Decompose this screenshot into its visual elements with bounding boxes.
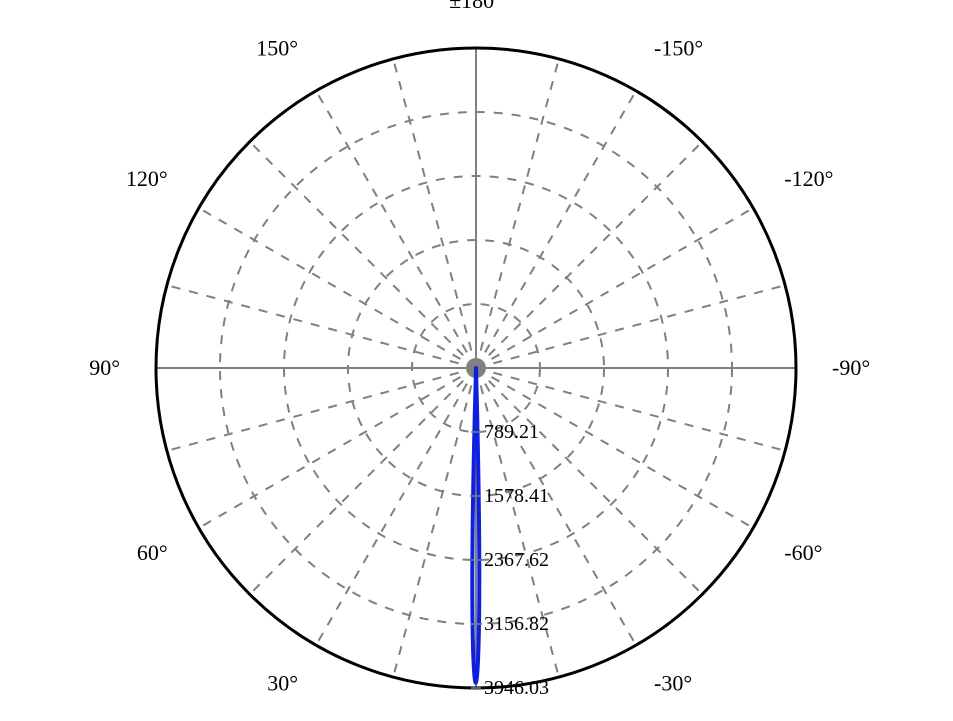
radial-tick-label: 1578.41	[484, 485, 549, 507]
polar-chart: 789.211578.412367.623156.823946.030°30°6…	[0, 0, 953, 721]
angle-tick-label: 90°	[89, 355, 120, 380]
angle-tick-label: -120°	[784, 166, 833, 191]
angle-tick-label: 60°	[137, 540, 168, 565]
angle-tick-label: 150°	[256, 36, 298, 61]
angle-tick-label: -60°	[784, 540, 822, 565]
radial-tick-label: 2367.62	[484, 549, 549, 571]
angle-tick-label: -90°	[832, 355, 870, 380]
angle-tick-label: -150°	[654, 36, 703, 61]
radial-tick-label: 789.21	[484, 421, 539, 443]
radial-tick-label: 3156.82	[484, 613, 549, 635]
radial-tick-label: 3946.03	[484, 677, 549, 699]
polar-chart-svg: 789.211578.412367.623156.823946.030°30°6…	[0, 0, 953, 721]
angle-tick-label: -30°	[654, 670, 692, 695]
angle-tick-label: ±180°	[449, 0, 503, 13]
angle-tick-label: 120°	[126, 166, 168, 191]
angle-tick-label: 30°	[267, 670, 298, 695]
